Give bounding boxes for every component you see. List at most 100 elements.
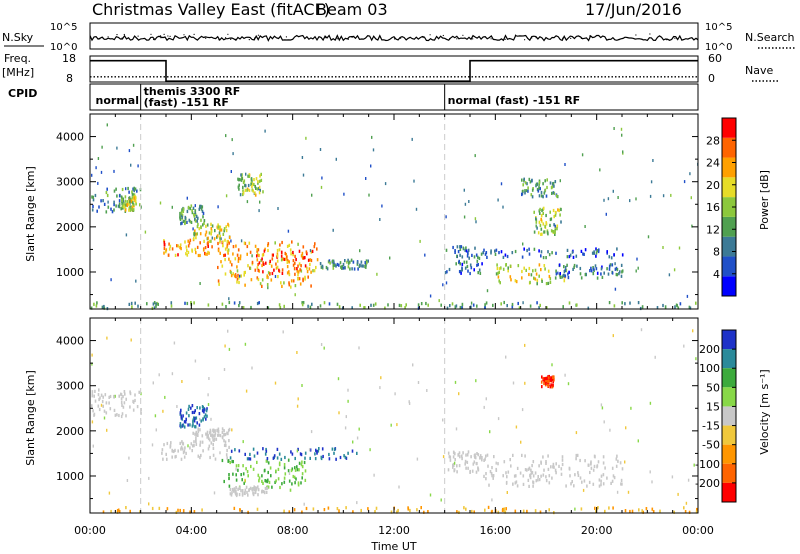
scatter-cell bbox=[210, 441, 213, 445]
scatter-cell bbox=[193, 233, 195, 237]
scatter-cell bbox=[621, 270, 623, 274]
scatter-cell bbox=[190, 301, 192, 305]
scatter-cell bbox=[204, 413, 207, 417]
scatter-cell bbox=[161, 448, 164, 452]
scatter-cell bbox=[312, 507, 315, 511]
scatter-cell bbox=[276, 265, 279, 269]
scatter-cell bbox=[553, 191, 556, 195]
scatter-cell bbox=[253, 178, 255, 182]
scatter-cell bbox=[241, 493, 244, 497]
scatter-cell bbox=[331, 447, 334, 451]
scatter-cell bbox=[227, 432, 229, 436]
scatter-cell bbox=[183, 455, 186, 459]
scatter-cell bbox=[136, 189, 138, 193]
scatter-cell bbox=[221, 427, 224, 431]
power-ylabel: Slant Range [km] bbox=[24, 166, 37, 262]
scatter-cell bbox=[239, 254, 242, 258]
scatter-cell bbox=[270, 264, 273, 268]
scatter-cell bbox=[257, 277, 260, 282]
scatter-cell bbox=[654, 355, 656, 359]
scatter-cell bbox=[455, 304, 458, 308]
scatter-cell bbox=[574, 473, 576, 477]
scatter-cell bbox=[293, 508, 296, 512]
scatter-cell bbox=[118, 199, 121, 203]
scatter-cell bbox=[359, 264, 361, 268]
scatter-cell bbox=[568, 466, 571, 470]
scatter-cell bbox=[235, 473, 237, 477]
scatter-cell bbox=[320, 455, 323, 459]
scatter-cell bbox=[652, 510, 655, 514]
scatter-cell bbox=[219, 238, 222, 242]
scatter-cell bbox=[458, 259, 460, 263]
scatter-cell bbox=[232, 245, 235, 249]
scatter-cell bbox=[320, 343, 323, 346]
scatter-cell bbox=[549, 217, 552, 222]
scatter-cell bbox=[489, 470, 492, 474]
scatter-cell bbox=[180, 447, 182, 451]
scatter-cell bbox=[527, 478, 530, 482]
scatter-cell bbox=[185, 245, 188, 249]
scatter-cell bbox=[186, 248, 188, 252]
scatter-cell bbox=[532, 474, 535, 478]
scatter-cell bbox=[573, 263, 576, 268]
scatter-cell bbox=[223, 479, 225, 484]
scatter-cell bbox=[208, 239, 211, 243]
scatter-cell bbox=[217, 433, 220, 437]
scatter-cell bbox=[549, 277, 552, 281]
scatter-cell bbox=[649, 194, 652, 198]
scatter-cell bbox=[94, 389, 96, 393]
scatter-cell bbox=[211, 245, 213, 249]
scatter-cell bbox=[95, 166, 97, 170]
scatter-cell bbox=[252, 493, 255, 497]
velocity-colorbar-swatch bbox=[722, 330, 736, 350]
scatter-cell bbox=[528, 177, 531, 181]
scatter-cell bbox=[568, 270, 570, 274]
scatter-cell bbox=[313, 245, 316, 249]
scatter-cell bbox=[476, 259, 479, 263]
scatter-cell bbox=[464, 248, 466, 252]
scatter-cell bbox=[320, 185, 323, 189]
scatter-cell bbox=[351, 306, 353, 310]
scatter-cell bbox=[429, 493, 432, 497]
scatter-cell bbox=[396, 510, 398, 514]
scatter-cell bbox=[277, 467, 280, 471]
nsearch-point bbox=[393, 38, 396, 40]
scatter-cell bbox=[429, 294, 432, 298]
scatter-cell bbox=[168, 247, 171, 251]
scatter-cell bbox=[256, 248, 258, 252]
scatter-cell bbox=[171, 205, 173, 209]
scatter-cell bbox=[486, 255, 488, 259]
scatter-cell bbox=[180, 247, 182, 251]
scatter-cell bbox=[165, 248, 168, 252]
scatter-cell bbox=[181, 215, 183, 219]
scatter-cell bbox=[120, 207, 122, 211]
scatter-cell bbox=[241, 489, 244, 493]
scatter-cell bbox=[242, 440, 244, 444]
scatter-cell bbox=[303, 256, 305, 260]
scatter-cell bbox=[114, 413, 117, 417]
scatter-cell bbox=[254, 268, 257, 272]
scatter-cell bbox=[299, 282, 302, 286]
scatter-cell bbox=[505, 471, 507, 475]
scatter-cell bbox=[594, 506, 596, 510]
scatter-cell bbox=[485, 477, 487, 481]
scatter-cell bbox=[219, 236, 221, 240]
scatter-cell bbox=[184, 446, 186, 450]
scatter-cell bbox=[616, 490, 619, 494]
scatter-cell bbox=[294, 293, 296, 297]
scatter-cell bbox=[262, 447, 264, 451]
scatter-cell bbox=[538, 306, 540, 310]
scatter-cell bbox=[683, 344, 685, 348]
scatter-cell bbox=[679, 302, 682, 306]
nsky-tick-top: 10^5 bbox=[50, 22, 77, 33]
scatter-cell bbox=[239, 177, 241, 182]
scatter-cell bbox=[461, 268, 463, 272]
scatter-cell bbox=[254, 244, 257, 248]
scatter-cell bbox=[516, 466, 519, 470]
scatter-cell bbox=[315, 448, 317, 452]
scatter-cell bbox=[245, 467, 247, 471]
scatter-cell bbox=[496, 266, 499, 271]
scatter-cell bbox=[313, 269, 316, 273]
scatter-cell bbox=[530, 193, 533, 197]
scatter-cell bbox=[490, 251, 492, 255]
